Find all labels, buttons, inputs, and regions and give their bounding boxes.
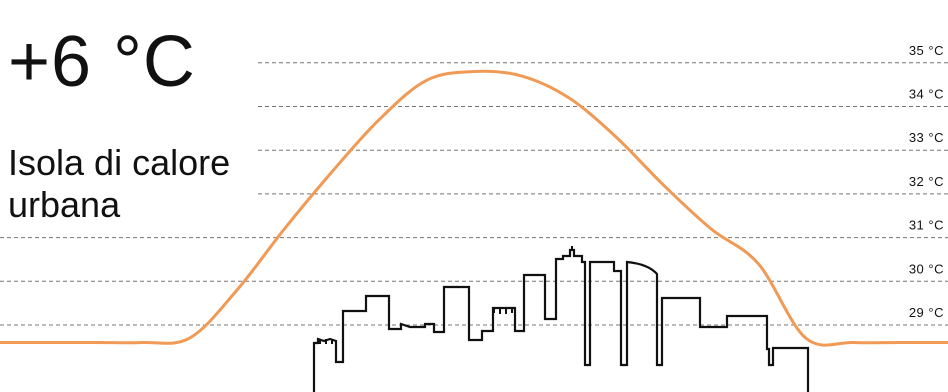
grid-lines bbox=[0, 62, 948, 326]
temperature-increase-value: +6 °C bbox=[8, 22, 196, 102]
y-axis-tick-labels: 29 °C 30 °C 31 °C 32 °C 33 °C 34 °C 35 °C bbox=[909, 43, 944, 320]
caption-line-2: urbana bbox=[8, 184, 121, 225]
y-tick-label: 33 °C bbox=[909, 130, 944, 145]
rooftop-vents bbox=[319, 339, 333, 344]
y-tick-label: 30 °C bbox=[909, 261, 944, 276]
rooftop-antennas bbox=[493, 308, 513, 314]
temperature-curve bbox=[0, 69, 948, 347]
chart-caption: Isola di calore urbana bbox=[8, 142, 230, 226]
y-tick-label: 29 °C bbox=[909, 305, 944, 320]
skyline-rooftop-details bbox=[319, 246, 573, 344]
y-tick-label: 34 °C bbox=[909, 87, 944, 102]
y-tick-label: 32 °C bbox=[909, 174, 944, 189]
y-tick-label: 35 °C bbox=[909, 43, 944, 58]
y-tick-label: 31 °C bbox=[909, 218, 944, 233]
caption-line-1: Isola di calore bbox=[8, 142, 231, 183]
city-skyline-icon bbox=[312, 248, 810, 392]
